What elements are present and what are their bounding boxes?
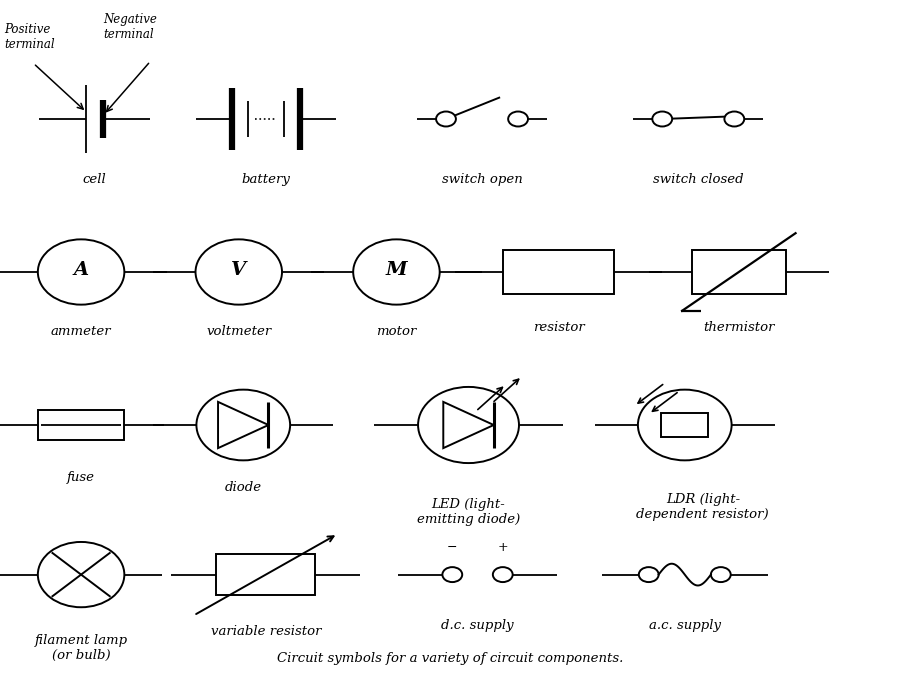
Text: LDR (light-
dependent resistor): LDR (light- dependent resistor) — [636, 493, 769, 521]
Text: switch closed: switch closed — [653, 173, 743, 186]
Circle shape — [436, 112, 456, 126]
Text: fuse: fuse — [67, 471, 96, 484]
Text: +: + — [497, 541, 508, 554]
Circle shape — [724, 112, 744, 126]
Text: ammeter: ammeter — [50, 325, 112, 338]
Circle shape — [711, 567, 731, 582]
Text: switch open: switch open — [441, 173, 523, 186]
Text: thermistor: thermistor — [703, 321, 775, 334]
Text: diode: diode — [224, 481, 262, 494]
Text: −: − — [447, 541, 458, 554]
Bar — [692, 250, 786, 294]
Text: d.c. supply: d.c. supply — [441, 619, 514, 632]
Circle shape — [639, 567, 659, 582]
Bar — [503, 250, 614, 294]
Text: LED (light-
emitting diode): LED (light- emitting diode) — [417, 498, 520, 526]
Text: variable resistor: variable resistor — [211, 625, 321, 638]
Text: Positive
terminal: Positive terminal — [5, 23, 55, 51]
Text: battery: battery — [241, 173, 290, 186]
Text: Negative
terminal: Negative terminal — [104, 13, 158, 41]
Circle shape — [508, 112, 528, 126]
Text: resistor: resistor — [532, 321, 585, 334]
Text: voltmeter: voltmeter — [206, 325, 271, 338]
Circle shape — [652, 112, 672, 126]
Bar — [38, 410, 124, 440]
Text: a.c. supply: a.c. supply — [649, 619, 721, 632]
Text: cell: cell — [83, 173, 106, 186]
Bar — [216, 554, 315, 595]
Text: Circuit symbols for a variety of circuit components.: Circuit symbols for a variety of circuit… — [278, 652, 623, 665]
Bar — [661, 413, 708, 437]
Text: filament lamp
(or bulb): filament lamp (or bulb) — [34, 634, 128, 662]
Circle shape — [442, 567, 462, 582]
Text: M: M — [386, 261, 407, 279]
Text: A: A — [74, 261, 88, 279]
Text: V: V — [232, 261, 246, 279]
Circle shape — [493, 567, 513, 582]
Text: motor: motor — [377, 325, 416, 338]
